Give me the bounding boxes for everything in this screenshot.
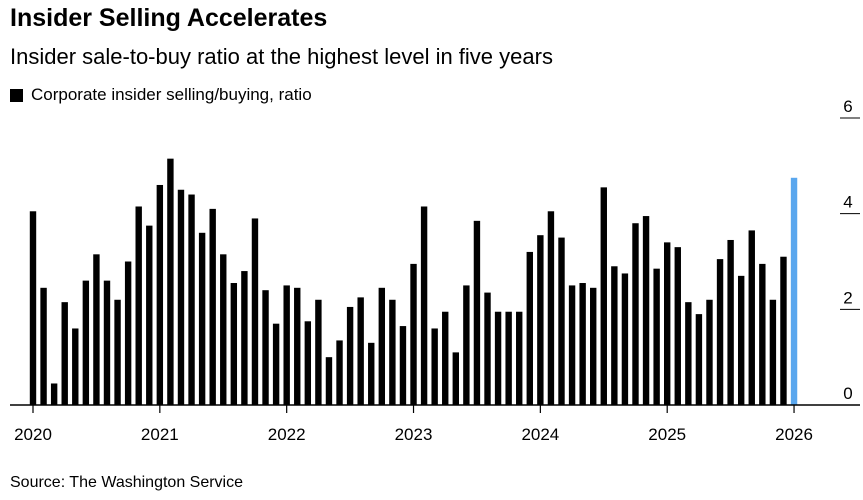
- bar: [283, 285, 290, 405]
- bar: [431, 328, 438, 405]
- bar: [368, 342, 375, 405]
- x-tick-label: 2026: [775, 425, 813, 444]
- bar: [230, 283, 238, 405]
- bar: [780, 256, 787, 405]
- bar: [315, 299, 322, 405]
- bar: [399, 326, 407, 405]
- bar: [72, 328, 79, 405]
- bar: [695, 314, 703, 405]
- bar: [653, 268, 660, 405]
- bar: [304, 321, 312, 405]
- bar: [494, 311, 502, 405]
- chart-subtitle: Insider sale-to-buy ratio at the highest…: [10, 44, 553, 69]
- x-tick-label: 2021: [141, 425, 179, 444]
- bar: [706, 299, 713, 405]
- bar: [294, 287, 301, 405]
- bar: [632, 223, 639, 405]
- bar: [716, 259, 724, 405]
- bar: [748, 230, 755, 405]
- bar: [674, 247, 681, 405]
- bar: [590, 287, 597, 405]
- bar: [685, 302, 692, 405]
- bar-chart: 0 2 4 6 2020 2021 2022 2023 2024 2025 2026: [10, 97, 860, 444]
- bar: [336, 340, 343, 405]
- legend: Corporate insider selling/buying, ratio: [10, 85, 312, 105]
- bar: [769, 299, 777, 405]
- bar: [241, 271, 248, 405]
- bar: [103, 280, 111, 405]
- bar: [93, 254, 100, 405]
- bar: [262, 290, 269, 405]
- bar: [389, 299, 396, 405]
- bar: [124, 261, 132, 405]
- y-tick-label: 0: [843, 384, 852, 403]
- bar: [50, 383, 58, 405]
- bar: [759, 263, 766, 405]
- x-tick-label: 2025: [648, 425, 686, 444]
- y-axis: 0 2 4 6: [840, 97, 860, 403]
- legend-label: Corporate insider selling/buying, ratio: [31, 85, 312, 104]
- bar: [146, 225, 153, 406]
- x-axis: 2020 2021 2022 2023 2024 2025 2026: [10, 404, 860, 444]
- bar: [664, 242, 671, 405]
- bar: [442, 311, 449, 405]
- bar: [505, 311, 512, 405]
- bar: [547, 211, 555, 405]
- bar: [325, 357, 333, 405]
- bar: [167, 158, 174, 405]
- bar: [642, 216, 650, 405]
- legend-swatch: [10, 88, 23, 102]
- bar: [537, 235, 544, 405]
- bar: [568, 285, 576, 405]
- bar: [198, 232, 206, 405]
- bar: [40, 287, 47, 405]
- bar: [600, 187, 607, 405]
- bar: [579, 283, 586, 405]
- bar: [29, 211, 37, 405]
- bar-latest: [790, 177, 798, 405]
- bar: [463, 285, 470, 405]
- chart-title: Insider Selling Accelerates: [10, 4, 328, 32]
- bar: [378, 287, 386, 405]
- bar: [156, 184, 164, 405]
- bar: [558, 237, 565, 405]
- bar: [452, 352, 459, 405]
- x-tick-label: 2024: [521, 425, 559, 444]
- bar: [135, 206, 142, 405]
- bar: [188, 194, 195, 405]
- y-tick-label: 2: [843, 288, 852, 307]
- bars-group: [29, 158, 798, 406]
- bar: [410, 263, 417, 405]
- bar: [611, 266, 618, 405]
- bar: [420, 206, 428, 405]
- bar: [82, 280, 90, 405]
- bar: [727, 239, 734, 405]
- x-tick-label: 2020: [14, 425, 52, 444]
- bar: [251, 218, 259, 405]
- bar: [272, 323, 280, 405]
- bar: [114, 299, 121, 405]
- bar: [220, 254, 227, 405]
- bar: [209, 208, 216, 405]
- bar: [61, 302, 68, 405]
- bar: [346, 306, 354, 405]
- bar: [621, 273, 629, 405]
- x-tick-label: 2023: [395, 425, 433, 444]
- x-tick-label: 2022: [268, 425, 306, 444]
- bar: [737, 275, 745, 405]
- bar: [357, 297, 364, 406]
- y-tick-label: 4: [843, 193, 852, 212]
- bar: [526, 251, 533, 405]
- bar: [473, 220, 481, 405]
- y-tick-label: 6: [843, 97, 852, 116]
- source-note: Source: The Washington Service: [10, 474, 244, 491]
- bar: [484, 292, 491, 405]
- bar: [516, 311, 523, 405]
- bar: [177, 189, 185, 405]
